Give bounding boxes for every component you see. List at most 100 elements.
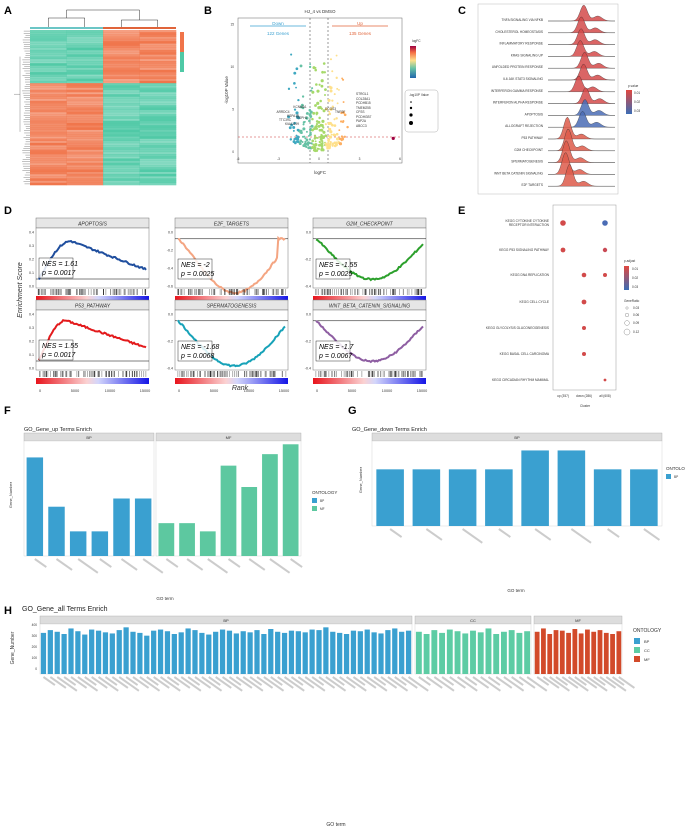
ridge-density [547,152,615,175]
volcano-point [315,136,318,139]
volcano-point [299,64,303,68]
bar [295,631,301,674]
heatmap-cell [30,134,67,137]
heatmap-cell [30,158,67,161]
volcano-point [294,141,297,145]
volcano-point [391,136,395,140]
h-ylabel: Gene_Number [10,631,16,664]
bar [399,631,405,674]
go-term-label-smudge [207,558,229,574]
heatmap-cell [139,176,177,179]
volcano-gene-label: ARRDC4 [276,110,289,114]
gsea-xtick: 0 [316,389,318,393]
volcano-point [306,141,310,145]
volcano-point [336,87,339,90]
heatmap-cell [66,182,104,186]
heatmap-cell [30,41,67,44]
go-term-label-smudge [534,528,552,541]
volcano-ylabel: -log10P Value [224,76,229,104]
volcano-point [290,123,294,127]
heatmap-cell [30,63,67,66]
go-term-label-smudge [607,528,620,538]
volcano-point [308,146,312,149]
volcano-legend-p-title: -log10P Value [409,93,429,97]
volcano-point [318,128,322,132]
volcano-point [320,84,324,88]
volcano-point [303,135,306,138]
heatmap-cell [103,100,140,104]
gsea-ytick: -0.4 [167,267,173,271]
go-term-label-smudge [173,676,191,689]
volcano-point [302,127,306,131]
gsea-xtick: 10000 [382,389,393,393]
heatmap-cell [139,162,177,166]
heatmap-cell [30,54,67,57]
up-count: 135 Genes [349,31,372,36]
heatmap-cell [30,89,67,93]
volcano-point [319,123,323,127]
heatmap-cell [66,41,104,44]
volcano-gene-label: HSPA1B [287,114,299,118]
heatmap-cell [30,127,67,130]
bar [282,444,299,556]
gsea-ytick: 0.0 [168,313,173,317]
volcano-title: HJ_4 vs DMSO [304,9,336,14]
volcano-point [316,101,319,104]
volcano-point [312,66,316,70]
volcano-legend-dot [409,106,413,110]
volcano-point [300,131,303,135]
go-term-label-smudge [332,676,345,686]
volcano-point [342,111,345,114]
heatmap-cell [66,103,104,106]
heatmap-cell [66,30,104,33]
heatmap-cell [30,98,67,102]
bar [578,633,584,674]
bar [559,630,565,674]
bar [219,629,226,674]
heatmap-cell [103,142,140,146]
volcano-point [324,142,327,145]
go-term-label-smudge [159,676,181,692]
ridge-pathway-label: SPERMATOGENESIS [511,160,543,164]
heatmap-cell [66,47,104,51]
heatmap-cell [139,154,177,157]
bar [302,632,308,674]
bar [454,631,461,674]
volcano-point [287,115,291,119]
bar [412,469,441,526]
ridge-legend-tick: 0.01 [634,91,640,95]
heatmap-cell [139,98,177,102]
volcano-point [296,128,300,132]
gsea-pvalue: p = 0.0017 [41,352,76,359]
bar [485,628,492,674]
heatmap-cell [139,74,177,77]
heatmap-cell [139,100,177,104]
heatmap-cell [66,107,104,111]
bar [241,487,258,556]
gsea-es-curve [315,238,424,282]
heatmap-cell [30,167,67,170]
kegg-term-label: KEGG CYTOKINE CYTOKINE RECEPTOR INTERACTI… [506,219,550,227]
volcano-point [304,140,307,143]
volcano-point [330,133,333,136]
volcano-point [295,86,297,89]
h-legend-swatch [634,638,640,644]
facet-strip-label: MF [575,618,581,623]
bar [275,631,281,674]
bar [378,633,384,674]
volcano-point [316,89,320,93]
volcano-point [335,117,338,120]
volcano-point [329,58,333,61]
go-down-chart: BP Gene_Number GO term ONTOLOGY BP [358,432,685,593]
bar [493,634,500,674]
bar [288,630,295,674]
volcano-point [305,116,309,120]
gsea-nes: NES = 1.61 [42,261,78,268]
gsea-pvalue: p = 0.0017 [41,270,76,277]
gsea-es-curve [177,319,286,368]
gsea-ytick: 0.3 [29,244,34,248]
kegg-frame [552,204,617,391]
gsea-stats-box [177,258,213,280]
panel-b-label: B [204,5,212,17]
volcano-point [331,99,334,102]
